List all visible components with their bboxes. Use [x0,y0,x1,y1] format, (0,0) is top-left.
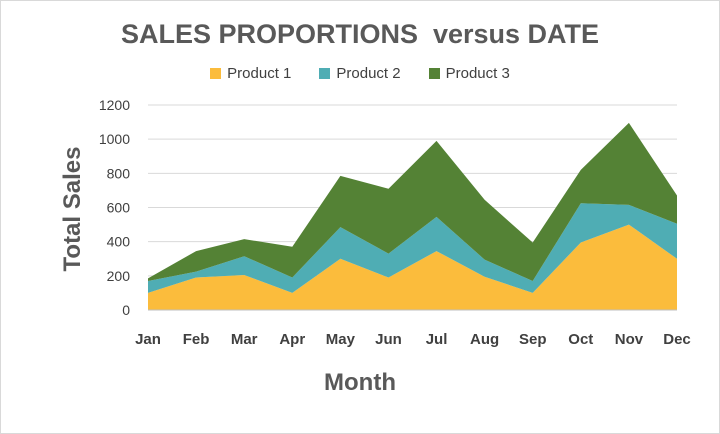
legend-swatch [210,68,222,79]
area-series-2 [148,203,677,293]
y-tick-label: 200 [107,268,131,284]
legend-item-product-3: Product 3 [428,65,510,82]
x-tick-label: Aug [470,331,499,348]
x-tick-label: Jan [135,331,161,348]
x-tick-label: Jun [375,331,402,348]
y-tick-label: 600 [107,200,131,216]
y-tick-label: 400 [107,234,131,250]
y-tick-label: 0 [122,302,130,318]
x-tick-label: Jul [426,331,448,348]
x-tick-label: Feb [183,331,210,348]
legend: Product 1 Product 2 Product 3 [1,65,719,82]
legend-item-product-2: Product 2 [319,65,401,82]
legend-item-product-1: Product 1 [210,65,291,82]
x-tick-label: Apr [279,331,305,348]
legend-label: Product 3 [445,65,510,82]
legend-swatch [428,68,440,79]
legend-label: Product 2 [336,65,401,82]
legend-swatch [319,68,331,79]
x-tick-label: Sep [519,331,547,348]
x-axis-title: Month [324,369,396,396]
legend-label: Product 1 [227,65,292,82]
x-tick-label: Nov [615,331,644,348]
area-series-3 [148,122,677,282]
x-tick-label: Oct [568,331,593,348]
y-tick-label: 1000 [99,131,130,147]
y-tick-label: 1200 [99,97,130,113]
y-tick-label: 800 [107,165,131,181]
x-tick-label: May [326,331,356,348]
x-tick-label: Mar [231,331,258,348]
area-series-1 [148,224,677,310]
x-tick-label: Dec [663,331,691,348]
chart-title: SALES PROPORTIONS versus DATE [120,19,600,49]
